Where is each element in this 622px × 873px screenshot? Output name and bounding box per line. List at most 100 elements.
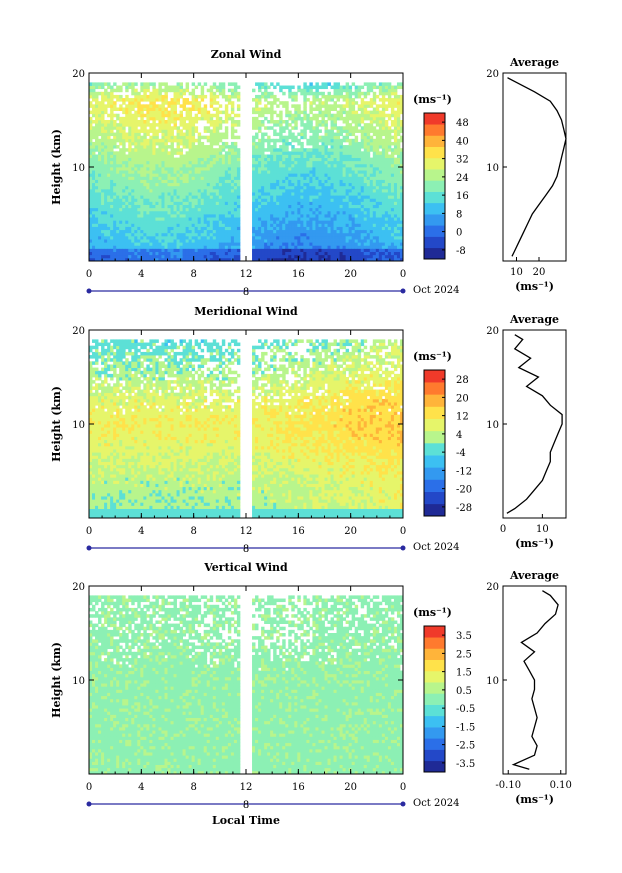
heatmap-cell: [101, 91, 105, 96]
heatmap-cell: [363, 179, 368, 184]
heatmap-cell: [98, 185, 102, 190]
heatmap-cell: [267, 226, 271, 231]
heatmap-cell: [300, 192, 304, 196]
heatmap-cell: [167, 104, 171, 108]
heatmap-cell: [137, 138, 141, 143]
heatmap-cell: [170, 185, 174, 190]
heatmap-cell: [336, 210, 340, 215]
heatmap-cell: [128, 123, 132, 127]
heatmap-cell: [125, 107, 129, 111]
heatmap-cell: [324, 220, 328, 224]
heatmap-cell: [375, 223, 380, 227]
heatmap-cell: [357, 251, 362, 256]
heatmap-cell: [267, 163, 271, 168]
heatmap-cell: [261, 179, 265, 184]
heatmap-cell: [113, 141, 117, 146]
heatmap-cell: [324, 226, 328, 231]
heatmap-cell: [387, 138, 392, 143]
heatmap-cell: [348, 91, 353, 96]
heatmap-cell: [369, 217, 374, 221]
heatmap-cell: [297, 138, 301, 143]
heatmap-cell: [152, 204, 156, 209]
heatmap-cell: [137, 217, 141, 221]
heatmap-cell: [143, 157, 147, 162]
heatmap-cell: [351, 254, 356, 259]
heatmap-cell: [366, 151, 371, 155]
heatmap-cell: [381, 204, 386, 209]
heatmap-cell: [321, 120, 325, 124]
heatmap-cell: [378, 251, 383, 256]
heatmap-cell: [375, 251, 380, 256]
heatmap-cell: [113, 232, 117, 237]
heatmap-cell: [89, 179, 93, 184]
heatmap-cell: [315, 160, 319, 165]
heatmap-cell: [140, 179, 144, 184]
heatmap-cell: [98, 226, 102, 231]
heatmap-cell: [206, 251, 211, 256]
heatmap-cell: [252, 217, 256, 221]
heatmap-cell: [146, 176, 150, 180]
heatmap-cell: [143, 251, 147, 256]
heatmap-cell: [227, 176, 232, 180]
heatmap-cell: [267, 170, 271, 174]
heatmap-cell: [273, 167, 277, 171]
heatmap-cell: [384, 120, 389, 124]
heatmap-cell: [267, 251, 271, 256]
heatmap-cell: [191, 214, 196, 218]
heatmap-cell: [321, 214, 325, 218]
heatmap-cell: [303, 154, 307, 158]
heatmap-cell: [176, 126, 180, 130]
heatmap-cell: [261, 85, 265, 90]
heatmap-cell: [224, 210, 229, 215]
heatmap-cell: [209, 104, 214, 108]
heatmap-cell: [375, 229, 380, 234]
heatmap-cell: [378, 220, 383, 224]
heatmap-cell: [348, 179, 353, 184]
heatmap-cell: [294, 116, 298, 121]
heatmap-cell: [369, 242, 374, 246]
heatmap-cell: [384, 198, 389, 202]
heatmap-cell: [375, 163, 380, 168]
heatmap-cell: [366, 88, 371, 93]
heatmap-cell: [173, 160, 177, 165]
heatmap-cell: [233, 235, 238, 240]
heatmap-cell: [161, 167, 165, 171]
heatmap-cell: [230, 192, 235, 196]
heatmap-cell: [101, 107, 105, 111]
heatmap-cell: [113, 176, 117, 180]
heatmap-cell: [372, 120, 377, 124]
heatmap-cell: [354, 123, 359, 127]
heatmap-cell: [261, 251, 265, 256]
heatmap-cell: [116, 116, 120, 121]
heatmap-cell: [279, 154, 283, 158]
heatmap-cell: [92, 132, 96, 137]
heatmap-cell: [161, 220, 165, 224]
heatmap-cell: [378, 214, 383, 218]
heatmap-cell: [215, 110, 220, 115]
heatmap-cell: [146, 82, 150, 86]
heatmap-cell: [342, 235, 347, 240]
heatmap-cell: [128, 167, 132, 171]
heatmap-cell: [134, 245, 138, 249]
heatmap-cell: [276, 232, 280, 237]
heatmap-cell: [101, 245, 105, 249]
heatmap-cell: [267, 120, 271, 124]
heatmap-cell: [312, 167, 316, 171]
heatmap-cell: [113, 157, 117, 162]
heatmap-cell: [167, 242, 171, 246]
heatmap-cell: [152, 192, 156, 196]
heatmap-cell: [236, 192, 241, 196]
heatmap-cell: [149, 223, 153, 227]
heatmap-cell: [203, 201, 208, 205]
heatmap-cell: [393, 220, 398, 224]
heatmap-cell: [134, 123, 138, 127]
heatmap-cell: [170, 145, 174, 149]
heatmap-cell: [360, 101, 365, 105]
heatmap-cell: [137, 195, 141, 199]
heatmap-cell: [176, 201, 180, 205]
heatmap-cell: [345, 123, 350, 127]
heatmap-cell: [194, 170, 199, 174]
heatmap-cell: [339, 167, 344, 171]
heatmap-cell: [384, 141, 389, 146]
heatmap-cell: [188, 116, 193, 121]
